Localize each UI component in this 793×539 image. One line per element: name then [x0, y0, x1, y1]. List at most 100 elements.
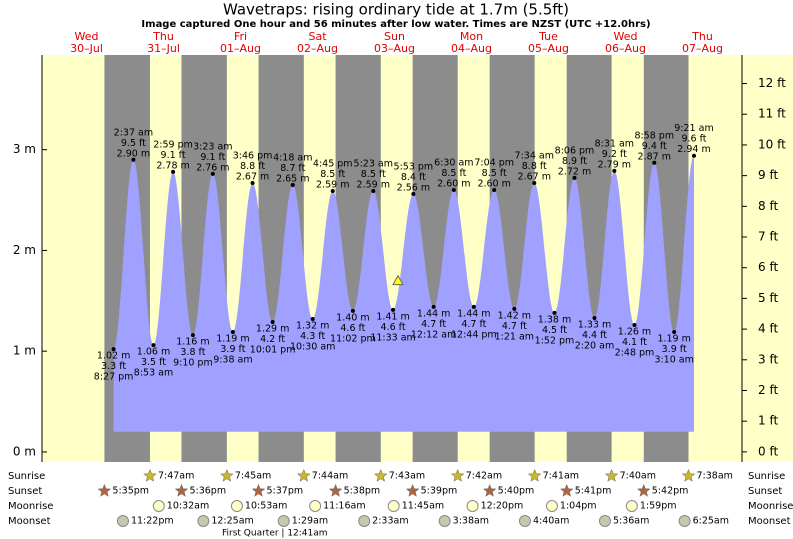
day-date: 06–Aug [605, 42, 646, 55]
tide-point [190, 333, 195, 338]
tide-point [492, 187, 497, 192]
day-date: 05–Aug [528, 42, 569, 55]
tide-label: 2.67 m [518, 171, 551, 182]
sunset-time: 5:40pm [498, 486, 535, 497]
tide-label: 2:59 pm [153, 139, 193, 150]
sunrise-icon [220, 468, 234, 482]
moonset-time: 12:25am [211, 516, 253, 527]
tide-point [290, 182, 295, 187]
moonrise-icon [309, 500, 322, 512]
y2-tick-label: 1 ft [758, 414, 778, 428]
tide-label: 1.38 m [538, 314, 571, 325]
tide-label: 2.59 m [357, 180, 390, 191]
day-name: Mon [460, 30, 483, 43]
row-label: Sunrise [748, 471, 785, 482]
tide-label: 9.1 ft [200, 152, 225, 163]
tide-label: 2.60 m [437, 178, 470, 189]
moonset-icon [598, 515, 611, 527]
day-date: 30–Jul [70, 42, 103, 55]
row-label: Moonrise [748, 501, 793, 512]
tide-point [270, 319, 275, 324]
tide-label: 1.44 m [417, 308, 450, 319]
tide-label: 2.87 m [638, 151, 671, 162]
tide-point [512, 306, 517, 311]
tide-label: 9:10 pm [173, 358, 213, 369]
tide-point [330, 189, 335, 194]
tide-point [471, 304, 476, 309]
moonrise-icon [545, 500, 558, 512]
sunset-icon [251, 483, 266, 497]
sunrise-time: 7:43am [389, 471, 425, 482]
sunrise-icon [604, 468, 619, 482]
tide-label: 1.16 m [176, 337, 209, 348]
tide-label: 1.33 m [578, 319, 611, 330]
tide-label: 8.7 ft [280, 163, 305, 174]
moonrise-time: 1:59pm [640, 501, 677, 512]
sunset-icon [174, 483, 189, 497]
tide-point [411, 192, 416, 197]
tide-label: 3.9 ft [662, 344, 687, 355]
tide-label: 4.4 ft [582, 330, 607, 341]
tide-point [652, 160, 657, 165]
tide-label: 2.79 m [598, 159, 631, 170]
tide-point [250, 180, 255, 185]
tide-label: 11:02 pm [330, 333, 376, 344]
tide-label: 3.3 ft [101, 361, 126, 372]
sunrise-time: 7:38am [696, 471, 732, 482]
tide-label: 4.2 ft [260, 334, 285, 345]
day-date: 03–Aug [374, 42, 415, 55]
day-name: Fri [234, 30, 247, 43]
moonset-time: 3:38am [453, 516, 489, 527]
tide-label: 1.19 m [216, 334, 249, 345]
tide-area [113, 155, 694, 432]
tide-label: 2:37 am [114, 127, 153, 138]
moonset-time: 11:22pm [131, 516, 174, 527]
chart-subtitle: Image captured One hour and 56 minutes a… [141, 19, 650, 30]
moonset-icon [116, 515, 129, 527]
day-date: 02–Aug [297, 42, 338, 55]
moonrise-time: 10:32am [167, 501, 209, 512]
tide-point [612, 168, 617, 173]
tide-point [310, 316, 315, 321]
moonrise-time: 11:45am [402, 501, 444, 512]
moonset-icon [358, 515, 371, 527]
moonrise-time: 1:04pm [560, 501, 597, 512]
tide-label: 1.44 m [457, 308, 490, 319]
moonset-icon [438, 515, 451, 527]
row-label: Sunrise [8, 471, 45, 482]
tide-point [592, 315, 597, 320]
day-name: Thu [691, 30, 713, 43]
tide-point [371, 189, 376, 194]
y2-tick-label: 9 ft [758, 168, 778, 182]
moonrise-time: 12:20pm [481, 501, 524, 512]
y2-tick-label: 7 ft [758, 230, 778, 244]
tide-label: 9:21 am [674, 123, 713, 134]
tide-point [350, 308, 355, 313]
tide-point [632, 322, 637, 327]
current-marker [392, 274, 404, 286]
moonset-time: 1:29am [292, 516, 328, 527]
tide-point [691, 153, 696, 158]
tide-label: 2.76 m [196, 162, 229, 173]
tide-label: 8:58 pm [634, 130, 674, 141]
moonset-time: 4:40am [533, 516, 569, 527]
tide-label: 9.2 ft [602, 149, 627, 160]
tide-label: 2.65 m [276, 173, 309, 184]
y2-tick-label: 11 ft [758, 107, 786, 121]
sunset-icon [328, 483, 343, 497]
tide-label: 7:34 am [515, 150, 554, 161]
sunset-time: 5:36pm [189, 486, 226, 497]
sunset-icon [97, 483, 112, 497]
moonset-time: 2:33am [372, 516, 408, 527]
tide-label: 8.8 ft [240, 161, 265, 172]
tide-label: 3.8 ft [180, 347, 205, 358]
day-name: Wed [75, 30, 99, 43]
moonrise-icon [625, 500, 638, 512]
moonrise-icon [152, 500, 165, 512]
tide-label: 2.72 m [558, 166, 591, 177]
sunrise-time: 7:42am [466, 471, 502, 482]
tide-label: 4:45 pm [313, 159, 353, 170]
tide-point [572, 175, 577, 180]
day-name: Wed [614, 30, 638, 43]
